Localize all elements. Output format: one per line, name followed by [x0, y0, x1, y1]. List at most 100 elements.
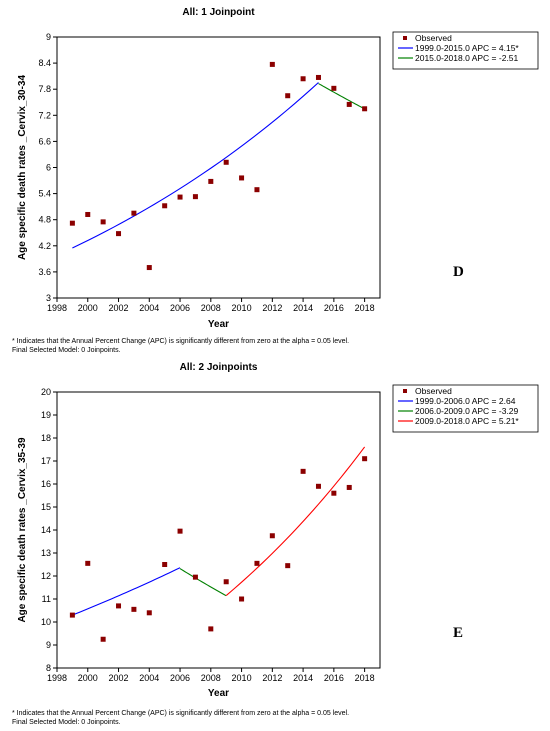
observed-point: [331, 490, 337, 496]
legend-series-label: 1999.0-2015.0 APC = 4.15*: [415, 43, 519, 53]
x-tick-label: 2016: [324, 673, 344, 683]
legend-observed-marker: [403, 389, 407, 393]
legend-series-label: 1999.0-2006.0 APC = 2.64: [415, 396, 516, 406]
y-axis-label: Age specific death rates _Cervix_30-34: [17, 75, 28, 261]
observed-point: [223, 579, 229, 585]
apc-segment-line-1: [72, 82, 319, 249]
observed-point: [100, 636, 106, 642]
footnote-apc: * Indicates that the Annual Percent Chan…: [12, 338, 349, 345]
y-axis-label: Age specific death rates _Cervix_35-39: [17, 437, 28, 623]
observed-point: [192, 574, 198, 580]
y-tick-label: 20: [41, 387, 51, 397]
observed-point: [208, 626, 214, 632]
x-tick-label: 2002: [109, 303, 129, 313]
observed-point: [177, 194, 183, 200]
legend-box: [392, 384, 539, 433]
apc-segment-line-2: [179, 568, 227, 597]
observed-point: [346, 101, 352, 107]
legend-series-label: 2009.0-2018.0 APC = 5.21*: [415, 416, 519, 426]
chart-panel-e: All: 2 Joinpoints 8 9 10 11 12 13 14 15 16 17 18 19 2…: [12, 362, 539, 726]
observed-point: [85, 211, 91, 217]
observed-point: [69, 612, 75, 618]
y-tick-label: 6: [46, 163, 51, 173]
y-tick-label: 7.2: [38, 110, 51, 120]
y-tick-label: 12: [41, 571, 51, 581]
y-tick-label: 19: [41, 410, 51, 420]
y-tick-label: 7.8: [38, 84, 51, 94]
observed-point: [362, 106, 368, 112]
observed-point: [100, 219, 106, 225]
observed-point: [146, 610, 152, 616]
observed-point: [315, 74, 321, 80]
x-tick-label: 1998: [47, 673, 67, 683]
observed-point: [285, 93, 291, 99]
y-tick-label: 15: [41, 502, 51, 512]
observed-point: [116, 231, 122, 237]
apc-segment-line-3: [225, 446, 366, 596]
footnote-model: Final Selected Model: 0 Joinpoints.: [12, 719, 121, 726]
y-tick-label: 14: [41, 525, 51, 535]
x-tick-label: 2012: [262, 303, 282, 313]
plot-area-frame: [56, 391, 381, 669]
y-tick-label: 3: [46, 293, 51, 303]
x-axis-label: Year: [208, 319, 229, 330]
x-tick-label: 2018: [355, 673, 375, 683]
observed-point: [239, 596, 245, 602]
panel-letter: E: [453, 625, 463, 641]
y-tick-label: 6.6: [38, 136, 51, 146]
observed-point: [331, 85, 337, 91]
footnote-apc: * Indicates that the Annual Percent Chan…: [12, 710, 349, 717]
x-tick-label: 2018: [355, 303, 375, 313]
observed-point: [162, 203, 168, 209]
legend-series-label: 2015.0-2018.0 APC = -2.51: [415, 53, 519, 63]
x-tick-label: 2004: [139, 673, 159, 683]
x-tick-label: 2016: [324, 303, 344, 313]
x-tick-label: 2006: [170, 673, 190, 683]
x-tick-label: 2012: [262, 673, 282, 683]
observed-point: [300, 76, 306, 82]
observed-point: [315, 483, 321, 489]
chart-title: All: 2 Joinpoints: [180, 362, 258, 373]
y-tick-label: 9: [46, 640, 51, 650]
x-tick-label: 2004: [139, 303, 159, 313]
x-tick-label: 2014: [293, 673, 313, 683]
legend-observed-label: Observed: [415, 386, 452, 396]
observed-point: [85, 560, 91, 566]
panel-letter: D: [453, 264, 464, 280]
observed-point: [254, 187, 260, 193]
chart-panel-d: All: 1 Joinpoint 3 3.6 4.2 4.8 5.4 6 6.6 7.2 7.8 8…: [12, 7, 539, 354]
y-tick-label: 18: [41, 433, 51, 443]
x-tick-label: 2008: [201, 303, 221, 313]
x-tick-label: 1998: [47, 303, 67, 313]
observed-point: [162, 562, 168, 567]
observed-point: [208, 178, 214, 184]
observed-point: [239, 175, 245, 181]
observed-point: [177, 528, 183, 534]
y-tick-label: 9: [46, 32, 51, 42]
observed-point: [254, 560, 260, 566]
x-tick-label: 2010: [232, 303, 252, 313]
footnote-model: Final Selected Model: 0 Joinpoints.: [12, 347, 121, 354]
x-axis-label: Year: [208, 688, 229, 699]
y-tick-label: 4.2: [38, 241, 51, 251]
legend-box: [392, 31, 539, 70]
x-tick-label: 2006: [170, 303, 190, 313]
apc-segment-line-1: [72, 567, 181, 616]
observed-point: [131, 606, 137, 612]
legend-observed-marker: [403, 36, 407, 40]
observed-point: [285, 563, 291, 569]
x-tick-label: 2000: [78, 673, 98, 683]
observed-point: [192, 194, 198, 200]
y-tick-label: 13: [41, 548, 51, 558]
x-tick-label: 2002: [109, 673, 129, 683]
x-tick-label: 2008: [201, 673, 221, 683]
y-tick-label: 8: [46, 663, 51, 673]
apc-segment-line-2: [318, 83, 365, 110]
plot-area-frame: [56, 36, 381, 299]
observed-point: [346, 484, 352, 490]
chart-title: All: 1 Joinpoint: [182, 7, 255, 18]
y-tick-label: 17: [41, 456, 51, 466]
y-tick-label: 4.8: [38, 215, 51, 225]
y-tick-label: 11: [42, 594, 51, 604]
legend-observed-label: Observed: [415, 33, 452, 43]
